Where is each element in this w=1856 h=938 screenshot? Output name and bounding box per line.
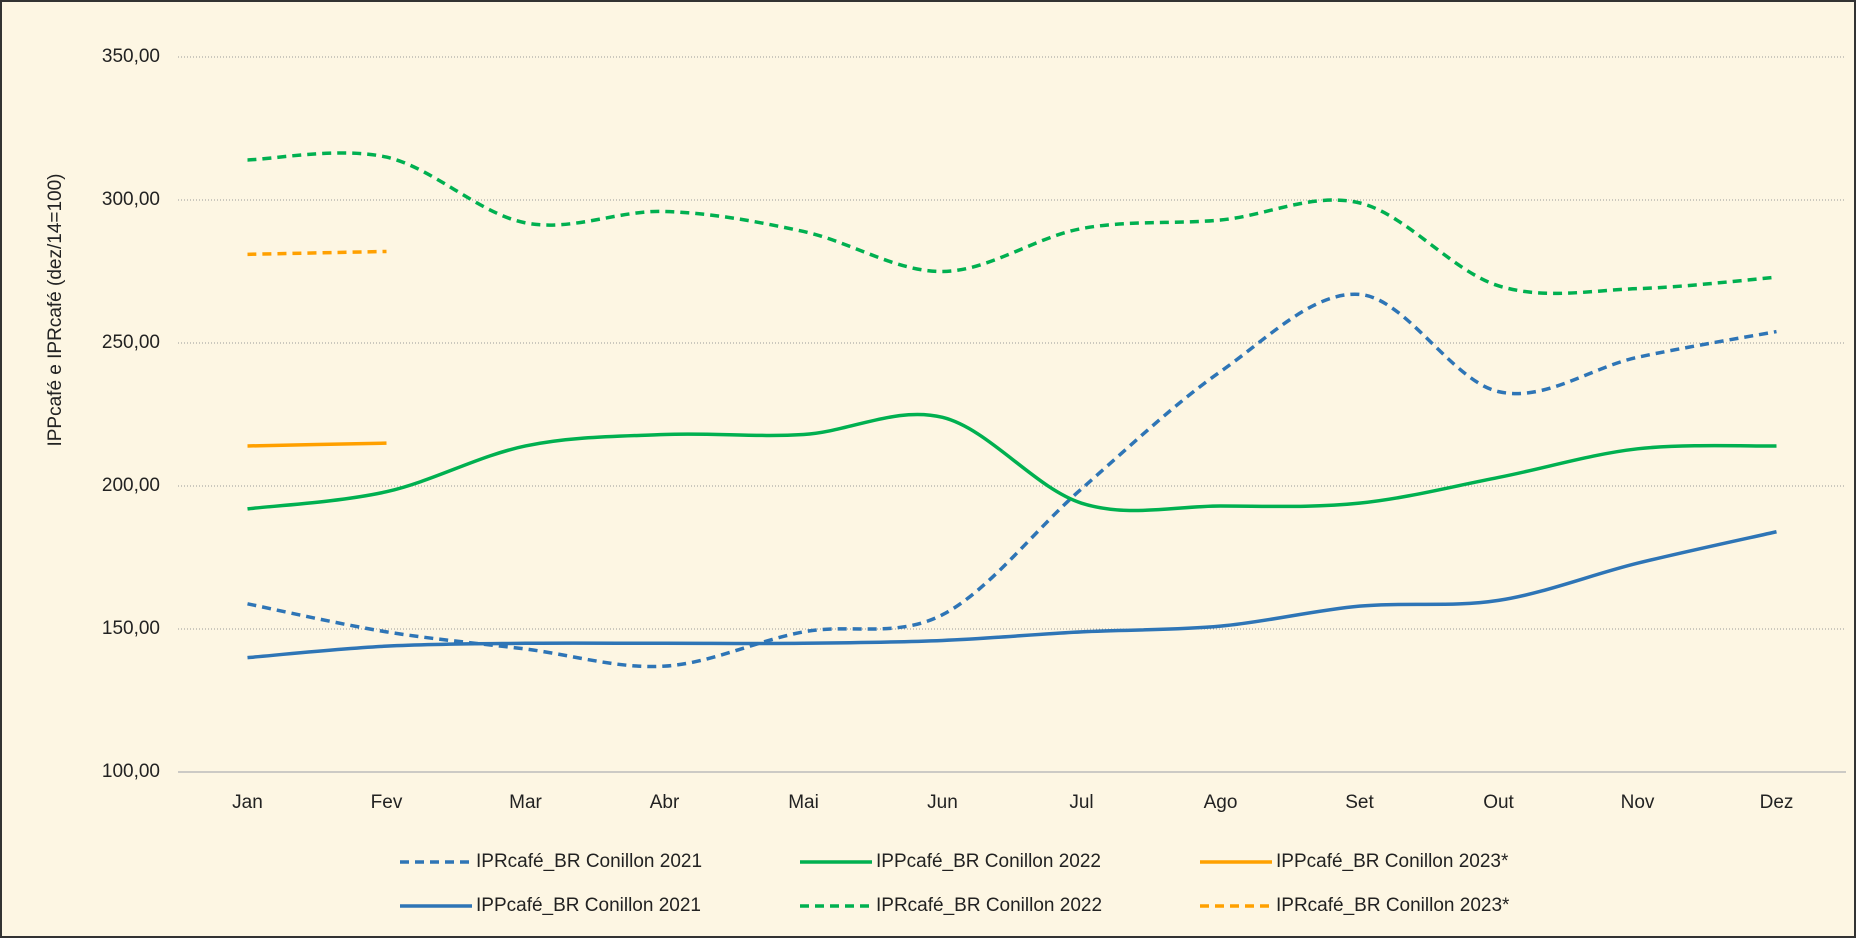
series-line [247, 292, 1777, 669]
y-axis-label: IPPcafé e IPRcafé (dez/14=100) [45, 173, 66, 446]
series-line [247, 441, 387, 448]
series-line [247, 151, 1777, 296]
x-tick-label: Mar [509, 792, 542, 813]
x-tick-label: Jul [1069, 792, 1093, 813]
y-tick-label: 300,00 [102, 189, 160, 210]
x-tick-label: Ago [1204, 792, 1238, 813]
series-line [247, 412, 1777, 513]
legend-label: IPPcafé_BR Conillon 2023* [1276, 851, 1509, 872]
x-tick-label: Fev [371, 792, 403, 813]
x-tick-label: Abr [650, 792, 680, 813]
y-tick-label: 350,00 [102, 46, 160, 67]
x-tick-label: Dez [1760, 792, 1794, 813]
legend-label: IPPcafé_BR Conillon 2022 [876, 851, 1101, 872]
y-tick-label: 200,00 [102, 475, 160, 496]
x-tick-label: Jun [927, 792, 958, 813]
x-tick-label: Out [1483, 792, 1514, 813]
legend-label: IPRcafé_BR Conillon 2021 [476, 851, 702, 872]
series-line [247, 249, 387, 257]
x-tick-label: Nov [1621, 792, 1655, 813]
x-tick-label: Set [1345, 792, 1374, 813]
legend-label: IPPcafé_BR Conillon 2021 [476, 895, 701, 916]
legend-label: IPRcafé_BR Conillon 2022 [876, 895, 1102, 916]
x-tick-label: Mai [788, 792, 819, 813]
y-tick-label: 150,00 [102, 618, 160, 639]
y-tick-label: 250,00 [102, 332, 160, 353]
legend-label: IPRcafé_BR Conillon 2023* [1276, 895, 1510, 916]
x-tick-label: Jan [232, 792, 263, 813]
y-tick-label: 100,00 [102, 761, 160, 782]
series-line [247, 530, 1777, 660]
